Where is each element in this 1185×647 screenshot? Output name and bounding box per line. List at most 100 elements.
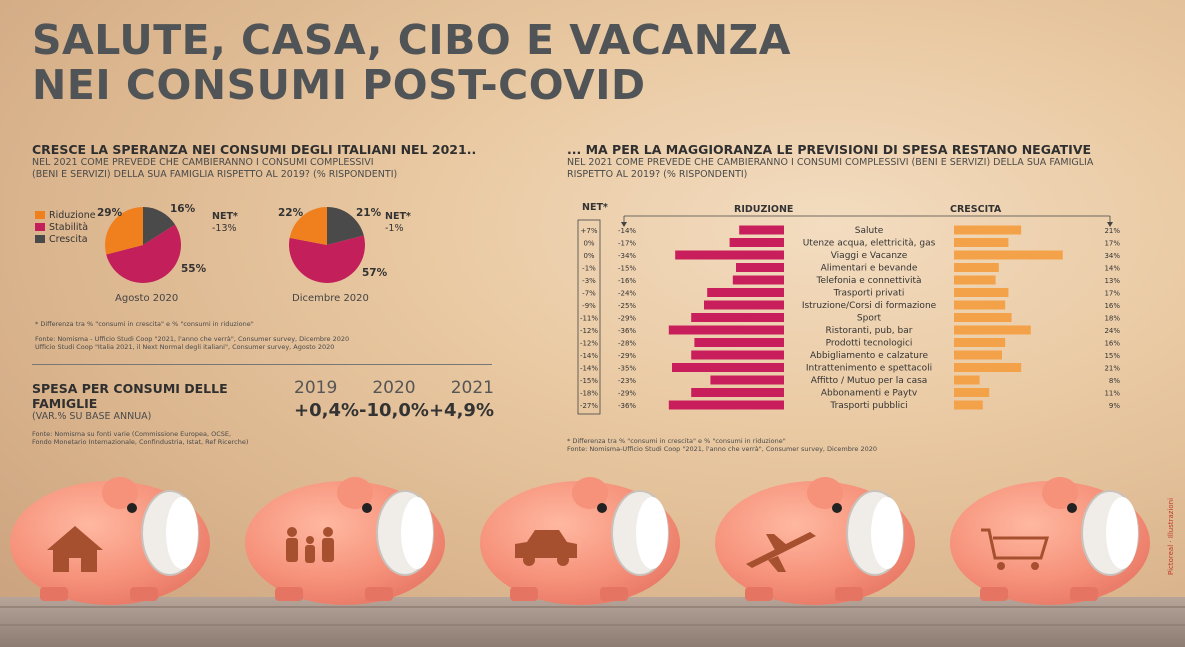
right-footnote: * Differenza tra % "consumi in crescita"… [567,437,786,445]
net-value-abbonamenti-e-paytv: -18% [580,390,598,398]
watermark-text: Pictoreal · Illustrazioni [1167,498,1175,575]
legend-swatch-stabilita [35,223,45,231]
wooden-shelf [0,597,1185,647]
crescita-label-abbonamenti-e-paytv: 11% [1104,390,1120,398]
crescita-bar-sport [954,313,1012,322]
category-label-affitto-mutuo-per-la-casa: Affitto / Mutuo per la casa [811,376,928,386]
piggy-snout [1106,497,1138,569]
shopping-cart-icon [981,528,1050,570]
spesa-year-2020: 2020 [372,378,416,398]
crescita-bar-trasporti-pubblici [954,400,983,410]
col-header-riduzione: RIDUZIONE [734,204,793,215]
spesa-table: 2019 2020 2021 +0,4% -10,0% +4,9% [294,378,494,421]
net-column-box [577,219,601,415]
pie2-slice-stabilita [289,235,365,283]
main-title: SALUTE, CASA, CIBO E VACANZA NEI CONSUMI… [32,18,792,108]
pie2-title: Dicembre 2020 [292,293,369,304]
net-value-istruzione-corsi-di-formazione: -9% [582,302,596,310]
piggy-eye [1067,503,1077,513]
crescita-bar-affitto-mutuo-per-la-casa [954,375,980,385]
riduzione-label-salute: -14% [618,227,636,235]
piggy-snout [401,497,433,569]
piggy-leg-front [835,587,863,601]
crescita-label-trasporti-pubblici: 9% [1109,402,1120,410]
piggy-leg-back [275,587,303,601]
riduzione-label-alimentari-e-bevande: -15% [618,265,636,273]
piggy-bank-1 [10,477,210,605]
piggy-ear [102,477,138,509]
category-label-ristoranti-pub-bar: Ristoranti, pub, bar [826,326,913,336]
piggy-leg-front [600,587,628,601]
spesa-year-2021: 2021 [450,378,494,398]
riduzione-bar-trasporti-pubblici [668,400,784,410]
right-subtitle-2: RISPETTO AL 2019? (% RISPONDENTI) [567,169,748,180]
title-line-1: SALUTE, CASA, CIBO E VACANZA [32,16,792,64]
riduzione-bar-intrattenimento-e-spettacoli [672,363,784,372]
pie2-label-stabilita: 57% [362,267,388,279]
left-source: Fonte: Nomisma - Ufficio Studi Coop "202… [35,335,350,351]
pie2-slice-crescita [327,207,364,245]
net-value-sport: -11% [580,315,598,323]
riduzione-label-trasporti-privati: -24% [618,290,636,298]
piggy-bank-illustration: Pictoreal · Illustrazioni [0,477,1185,647]
net-value-trasporti-pubblici: -27% [580,402,598,410]
house-icon [47,526,103,572]
category-label-alimentari-e-bevande: Alimentari e bevande [821,264,918,274]
category-label-intrattenimento-e-spettacoli: Intrattenimento e spettacoli [806,364,932,374]
crescita-bar-utenze-acqua-elettricit-gas [954,238,1009,247]
pie-chart-agosto [105,207,181,284]
piggy-leg-back [745,587,773,601]
crescita-label-istruzione-corsi-di-formazione: 16% [1104,302,1120,310]
crescita-label-trasporti-privati: 17% [1104,290,1120,298]
piggy-snout [871,497,903,569]
spesa-years-row: 2019 2020 2021 [294,378,494,398]
riduzione-label-viaggi-e-vacanze: -34% [618,252,636,260]
airplane-icon [746,532,816,572]
net-value-abbigliamento-e-calzature: -14% [580,352,598,360]
crescita-bar-ristoranti-pub-bar [954,325,1031,335]
right-arrow-head [1107,222,1113,227]
crescita-label-ristoranti-pub-bar: 24% [1104,327,1120,335]
spesa-source: Fonte: Nomisma su fonti varie (Commissio… [32,430,249,446]
left-separator [32,364,492,365]
pie2-net-value: -1% [385,223,404,234]
pie-chart-dicembre [289,207,365,283]
pie1-slice-riduzione [105,207,143,255]
crescita-bar-viaggi-e-vacanze [954,250,1063,260]
riduzione-bar-utenze-acqua-elettricit-gas [729,238,784,247]
category-label-prodotti-tecnologici: Prodotti tecnologici [826,339,913,349]
crescita-bar-alimentari-e-bevande [954,263,999,272]
crescita-bar-abbonamenti-e-paytv [954,388,990,397]
piggy-eye [597,503,607,513]
crescita-bar-prodotti-tecnologici [954,338,1006,347]
left-footnote: * Differenza tra % "consumi in crescita"… [35,320,254,328]
crescita-bar-abbigliamento-e-calzature [954,350,1002,360]
pie1-slice-crescita [143,207,176,245]
crescita-bar-salute [954,225,1022,235]
riduzione-label-intrattenimento-e-spettacoli: -35% [618,365,636,373]
legend-label-crescita: Crescita [49,233,88,245]
piggy-leg-front [1070,587,1098,601]
net-value-utenze-acqua-elettricit-gas: 0% [583,240,594,248]
right-heading: ... MA PER LA MAGGIORANZA LE PREVISIONI … [567,142,1092,157]
net-value-salute: +7% [581,227,598,235]
left-arrow-head [621,222,627,227]
riduzione-bar-abbigliamento-e-calzature [691,350,784,360]
crescita-bar-intrattenimento-e-spettacoli [954,363,1022,372]
riduzione-label-istruzione-corsi-di-formazione: -25% [618,302,636,310]
crescita-label-viaggi-e-vacanze: 34% [1104,252,1120,260]
spesa-value-2021: +4,9% [428,400,494,421]
riduzione-label-sport: -29% [618,315,636,323]
riduzione-label-utenze-acqua-elettricit-gas: -17% [618,240,636,248]
right-subtitle-1: NEL 2021 COME PREVEDE CHE CAMBIERANNO I … [567,157,1094,168]
piggy-leg-front [130,587,158,601]
riduzione-label-prodotti-tecnologici: -28% [618,340,636,348]
pie1-title: Agosto 2020 [115,293,179,304]
riduzione-bar-alimentari-e-bevande [736,263,784,272]
piggy-snout [636,497,668,569]
crescita-label-abbigliamento-e-calzature: 15% [1104,352,1120,360]
pie-legend: Riduzione Stabilità Crescita [35,209,96,245]
crescita-label-alimentari-e-bevande: 14% [1104,265,1120,273]
pie2-label-riduzione: 22% [278,207,304,219]
piggy-eye [127,503,137,513]
